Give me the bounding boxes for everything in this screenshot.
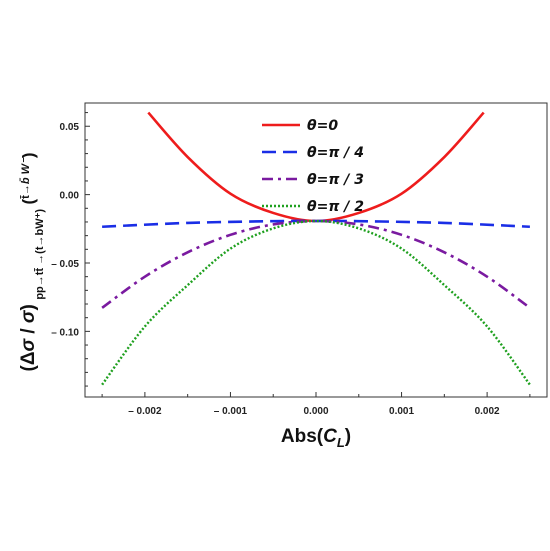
y-axis-title: (Δσ / σ) pp→tt̄ →(t→bW⁺) (t̄→b̄ W⁻) <box>18 153 47 372</box>
legend-label: θ=π / 2 <box>307 199 364 215</box>
x-axis-title: Abs(CL) <box>281 426 351 450</box>
x-axis-ticks: – 0.002 – 0.001 0.000 0.001 0.002 <box>101 392 531 417</box>
y-tick-label: – 0.05 <box>51 259 79 270</box>
legend: θ=0 θ=π / 4 θ=π / 3 θ=π / 2 <box>262 118 364 215</box>
y-axis-ticks: 0.05 0.00 – 0.05 – 0.10 <box>51 112 90 387</box>
x-tick-label: – 0.002 <box>128 406 162 417</box>
series-line-3 <box>101 219 531 309</box>
y-tick-label: – 0.10 <box>51 327 79 338</box>
legend-label: θ=π / 4 <box>307 145 364 161</box>
y-tick-label: 0.00 <box>60 191 80 202</box>
x-tick-label: 0.000 <box>303 406 328 417</box>
svg-text:(Δσ / σ) pp→tt̄ →(t→bW⁺): (Δσ / σ) pp→tt̄ →(t→bW⁺) (t̄→b̄ W⁻) <box>18 153 47 372</box>
legend-label: θ=0 <box>307 118 338 134</box>
y-tick-label: 0.05 <box>60 122 80 133</box>
x-tick-label: – 0.001 <box>214 406 248 417</box>
x-tick-label: 0.002 <box>475 406 500 417</box>
series-layer <box>101 111 531 386</box>
legend-label: θ=π / 3 <box>307 172 364 188</box>
series-line-4 <box>101 219 531 386</box>
series-line-2 <box>102 219 530 229</box>
x-tick-label: 0.001 <box>389 406 414 417</box>
